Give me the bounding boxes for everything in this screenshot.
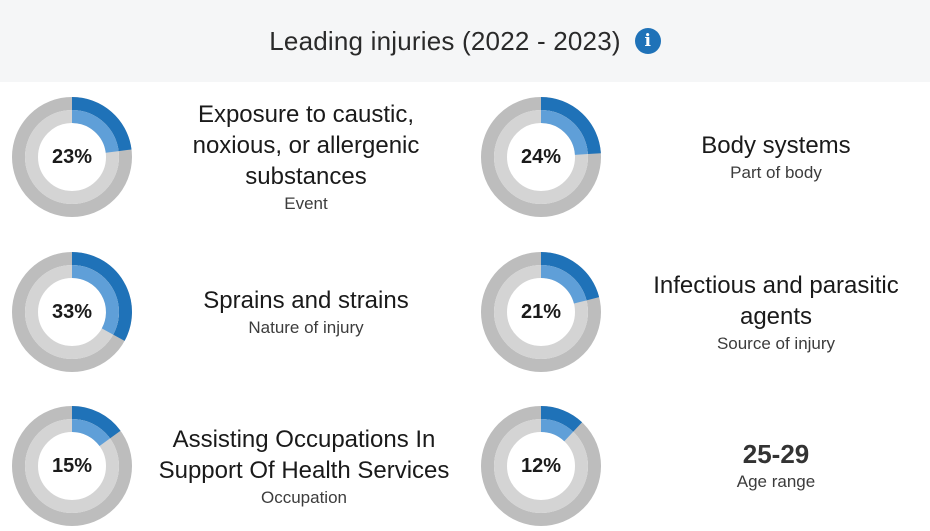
injury-card-nature: 33% Sprains and strains Nature of injury [12,252,452,377]
donut-chart [12,406,132,526]
card-text: Assisting Occupations In Support Of Heal… [144,406,464,526]
card-text: 25-29 Age range [631,406,921,526]
donut-chart [481,252,601,372]
percent-label: 33% [51,300,93,323]
header-bar: Leading injuries (2022 - 2023) i [0,0,930,82]
injury-card-part-of-body: 24% Body systems Part of body [481,97,921,222]
info-icon[interactable]: i [634,28,661,54]
percent-label: 15% [51,454,93,477]
injury-label: Body systems [701,132,851,159]
percent-label: 23% [51,145,93,168]
percent-label: 24% [520,145,562,168]
injury-label: Infectious and parasitic agents [653,271,899,330]
page-title: Leading injuries (2022 - 2023) [269,25,621,56]
card-text: Sprains and strains Nature of injury [162,252,450,372]
donut-inner-segment [540,110,588,156]
category-label: Event [284,194,328,213]
category-label: Occupation [261,487,347,507]
donut-chart [12,252,132,372]
donut-chart [481,97,601,217]
category-label: Age range [736,472,816,491]
injury-label: Sprains and strains [203,287,409,314]
injury-card-occupation: 15% Assisting Occupations In Support Of … [12,406,464,531]
injury-label: 25-29 [742,439,810,469]
card-text: Infectious and parasitic agents Source o… [631,252,921,372]
donut-chart [12,97,132,217]
category-label: Source of injury [716,333,836,353]
percent-label: 12% [520,454,562,477]
donut-outer-segment [71,252,132,341]
percent-label: 21% [520,300,562,323]
donut-inner-segment [71,110,119,154]
card-text: Exposure to caustic, noxious, or allerge… [162,97,450,217]
donut-outer-segment [540,406,583,432]
category-label: Nature of injury [248,318,364,337]
injury-label: Exposure to caustic, noxious, or allerge… [192,101,420,190]
donut-outer-segment [71,406,121,439]
donut-inner-segment [71,419,111,447]
injury-label: Assisting Occupations In Support Of Heal… [158,425,450,484]
donut-chart [481,406,601,526]
donut-inner-segment [540,265,587,304]
injury-card-source: 21% Infectious and parasitic agents Sour… [481,252,921,377]
donut-outer-segment [540,97,601,155]
donut-inner-segment [71,265,119,335]
donut-outer-segment [540,252,600,301]
donut-inner-segment [540,419,574,442]
injury-card-event: 23% Exposure to caustic, noxious, or all… [12,97,452,222]
card-text: Body systems Part of body [631,97,921,217]
category-label: Part of body [730,163,822,182]
donut-outer-segment [71,97,132,152]
injury-card-age-range: 12% 25-29 Age range [481,406,921,531]
